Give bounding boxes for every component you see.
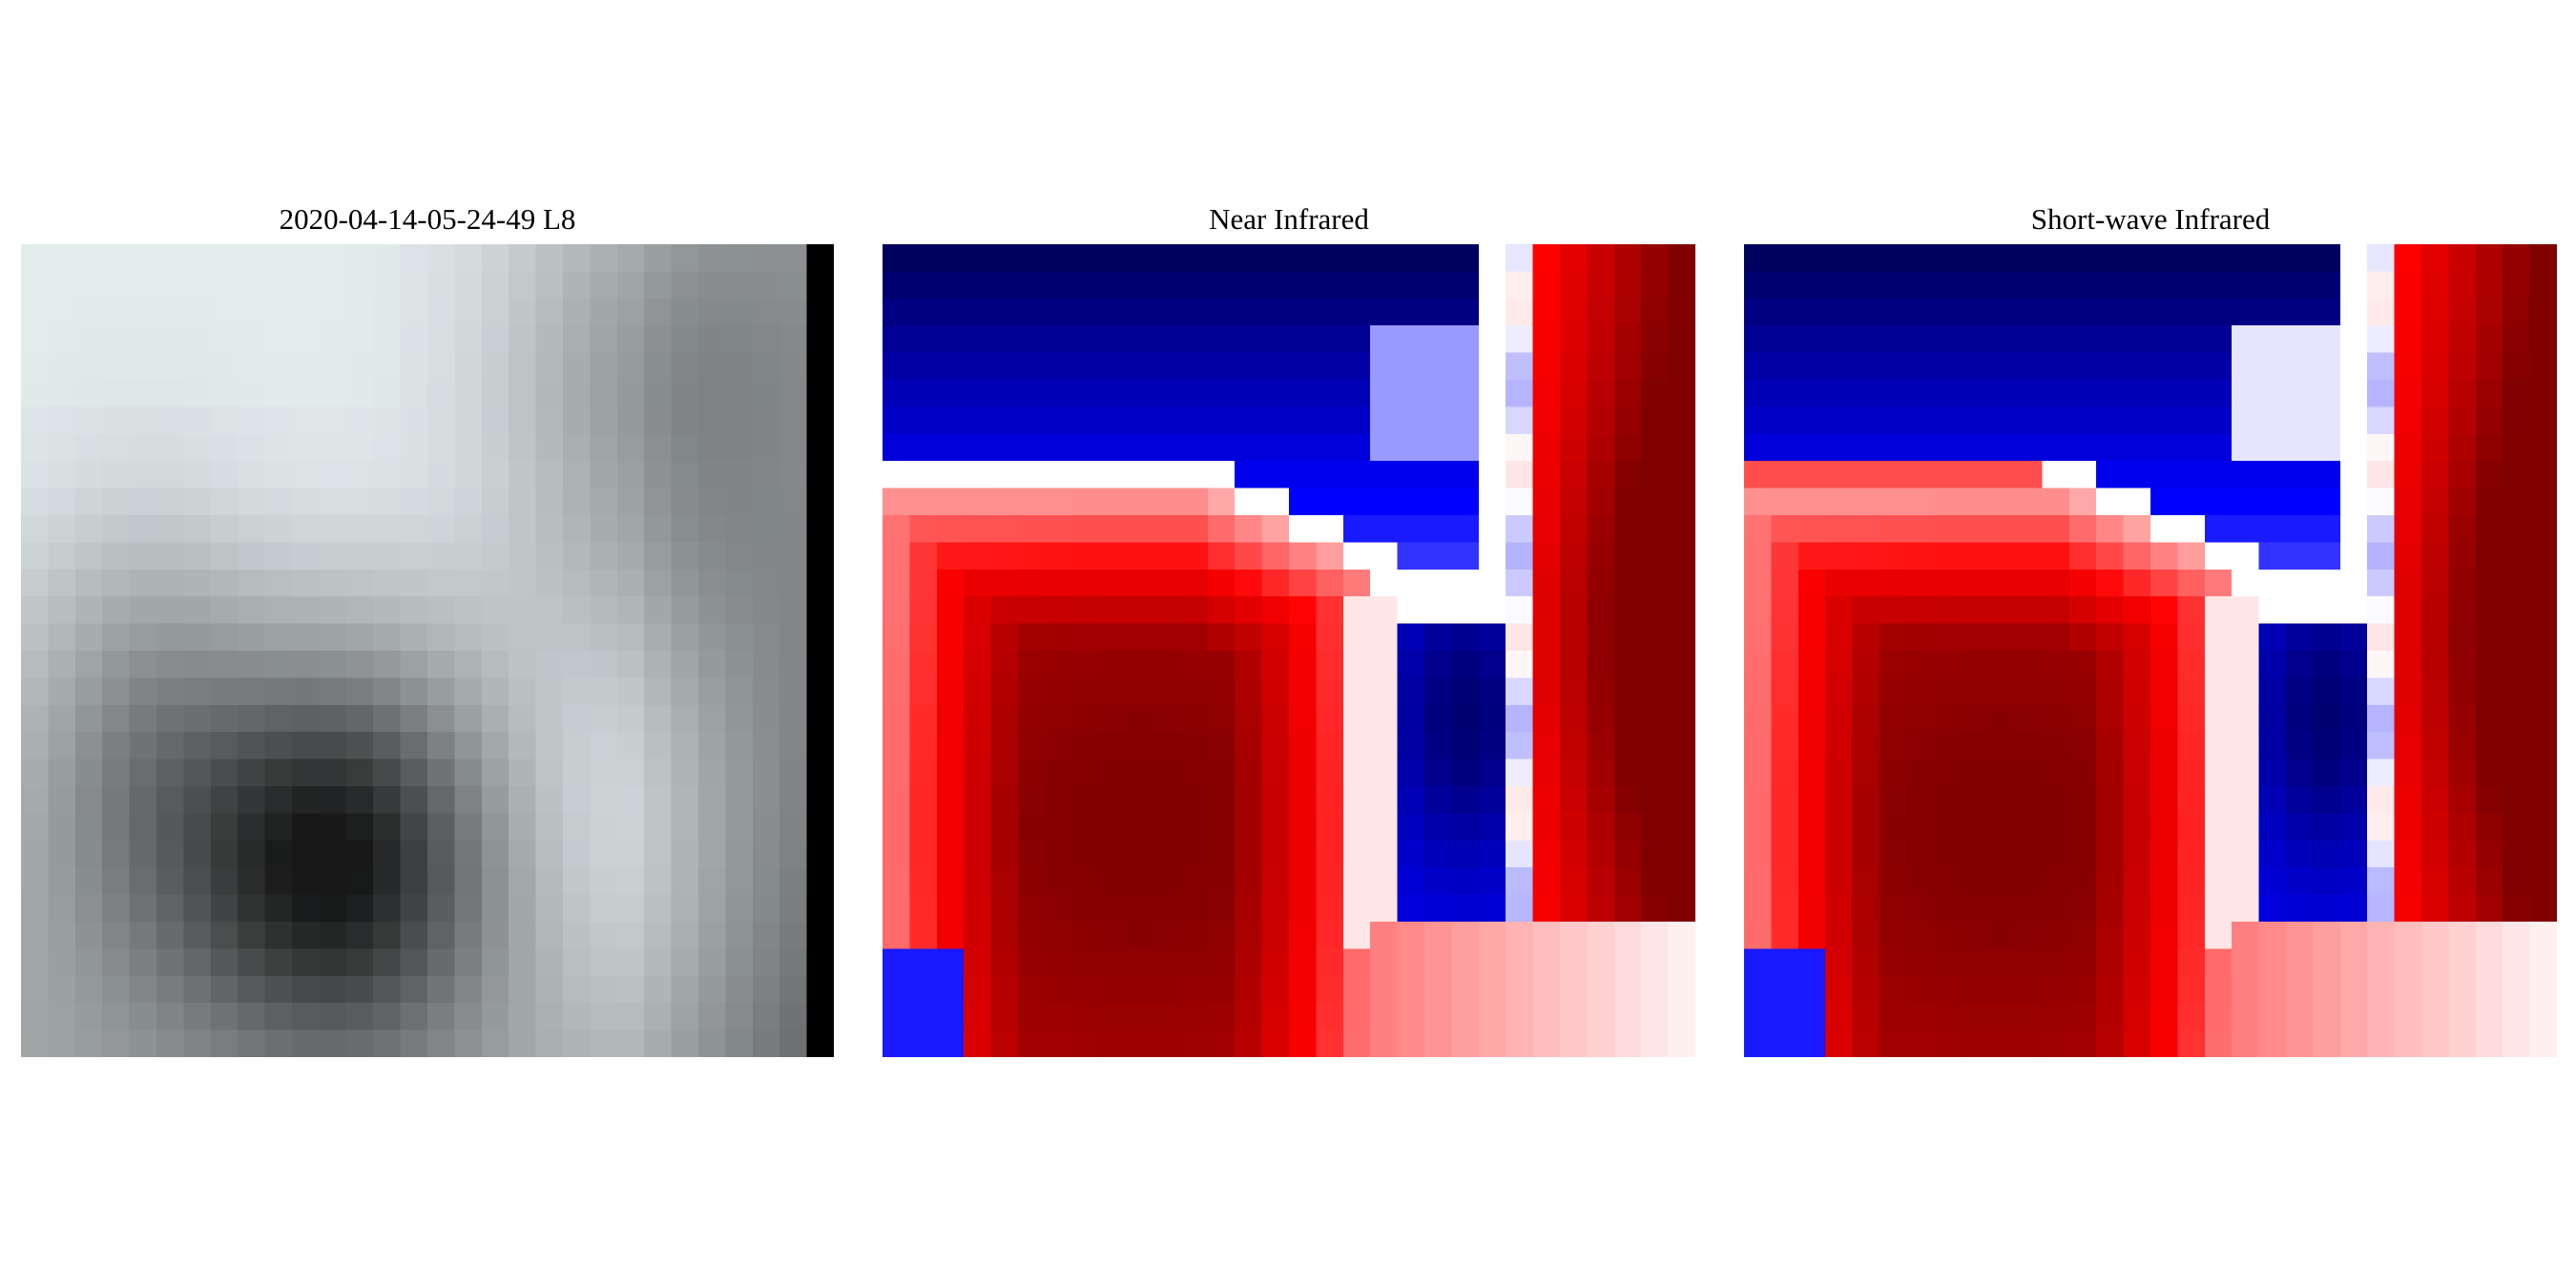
rgb-panel-title: 2020-04-14-05-24-49 L8 [21,200,834,239]
swir-panel-title: Short-wave Infrared [1744,200,2557,239]
nir-panel-title: Near Infrared [883,200,1695,239]
rgb-satellite-image [21,244,834,1057]
nir-heatmap-image [883,244,1695,1057]
swir-heatmap-image [1744,244,2557,1057]
